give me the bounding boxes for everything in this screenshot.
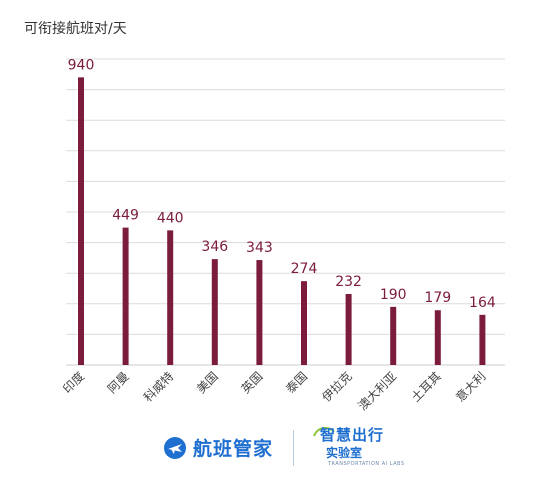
brand-logo: 航班管家 xyxy=(163,434,273,461)
lab-swirl-icon xyxy=(313,426,335,437)
plane-logo-icon xyxy=(164,436,186,459)
data-label: 449 xyxy=(112,208,139,224)
x-tick-label: 伊拉克 xyxy=(319,369,355,405)
x-tick-label: 英国 xyxy=(239,369,266,396)
x-tick-label: 科威特 xyxy=(140,369,176,405)
bar xyxy=(78,77,84,366)
x-tick-label: 美国 xyxy=(194,369,221,396)
data-label: 343 xyxy=(246,240,273,256)
lab-english-name: TRANSPORTATION AI LABS xyxy=(328,461,405,467)
brand-name: 航班管家 xyxy=(193,438,274,460)
data-label: 274 xyxy=(291,261,318,277)
bar xyxy=(345,294,352,365)
bar xyxy=(122,227,129,365)
data-label: 232 xyxy=(335,274,362,290)
bar xyxy=(167,230,174,365)
data-label: 440 xyxy=(157,210,184,226)
x-tick-label: 阿曼 xyxy=(105,369,132,396)
bar xyxy=(434,310,441,365)
data-label: 190 xyxy=(380,287,407,303)
footer: 航班管家 智慧出行 实验室 TRANSPORTATION AI LABS xyxy=(0,418,550,478)
lab-title: 智慧出行 xyxy=(320,426,385,444)
lab-logo: 智慧出行 实验室 TRANSPORTATION AI LABS xyxy=(313,422,406,474)
x-tick-label: 澳大利亚 xyxy=(355,369,399,413)
x-tick-label: 印度 xyxy=(60,369,88,397)
footer-divider xyxy=(293,430,294,466)
bar xyxy=(211,259,218,365)
x-tick-label: 泰国 xyxy=(283,369,310,396)
y-axis-label: 可衔接航班对/天 xyxy=(24,21,127,37)
data-label: 164 xyxy=(469,295,496,311)
bar xyxy=(390,306,397,365)
lab-subtitle: 实验室 xyxy=(326,446,363,460)
data-label: 346 xyxy=(201,239,228,255)
data-label: 179 xyxy=(424,290,451,306)
data-label: 940 xyxy=(68,57,95,73)
bar xyxy=(301,281,307,365)
x-tick-label: 土耳其 xyxy=(409,369,444,404)
bar xyxy=(479,314,486,365)
bar xyxy=(256,260,263,365)
x-tick-label: 意大利 xyxy=(452,369,488,405)
bar-chart: 940 印度 449 阿曼 440 科威特 346 美国 343 英国 274 泰国 232 伊拉克 190… xyxy=(60,57,505,413)
